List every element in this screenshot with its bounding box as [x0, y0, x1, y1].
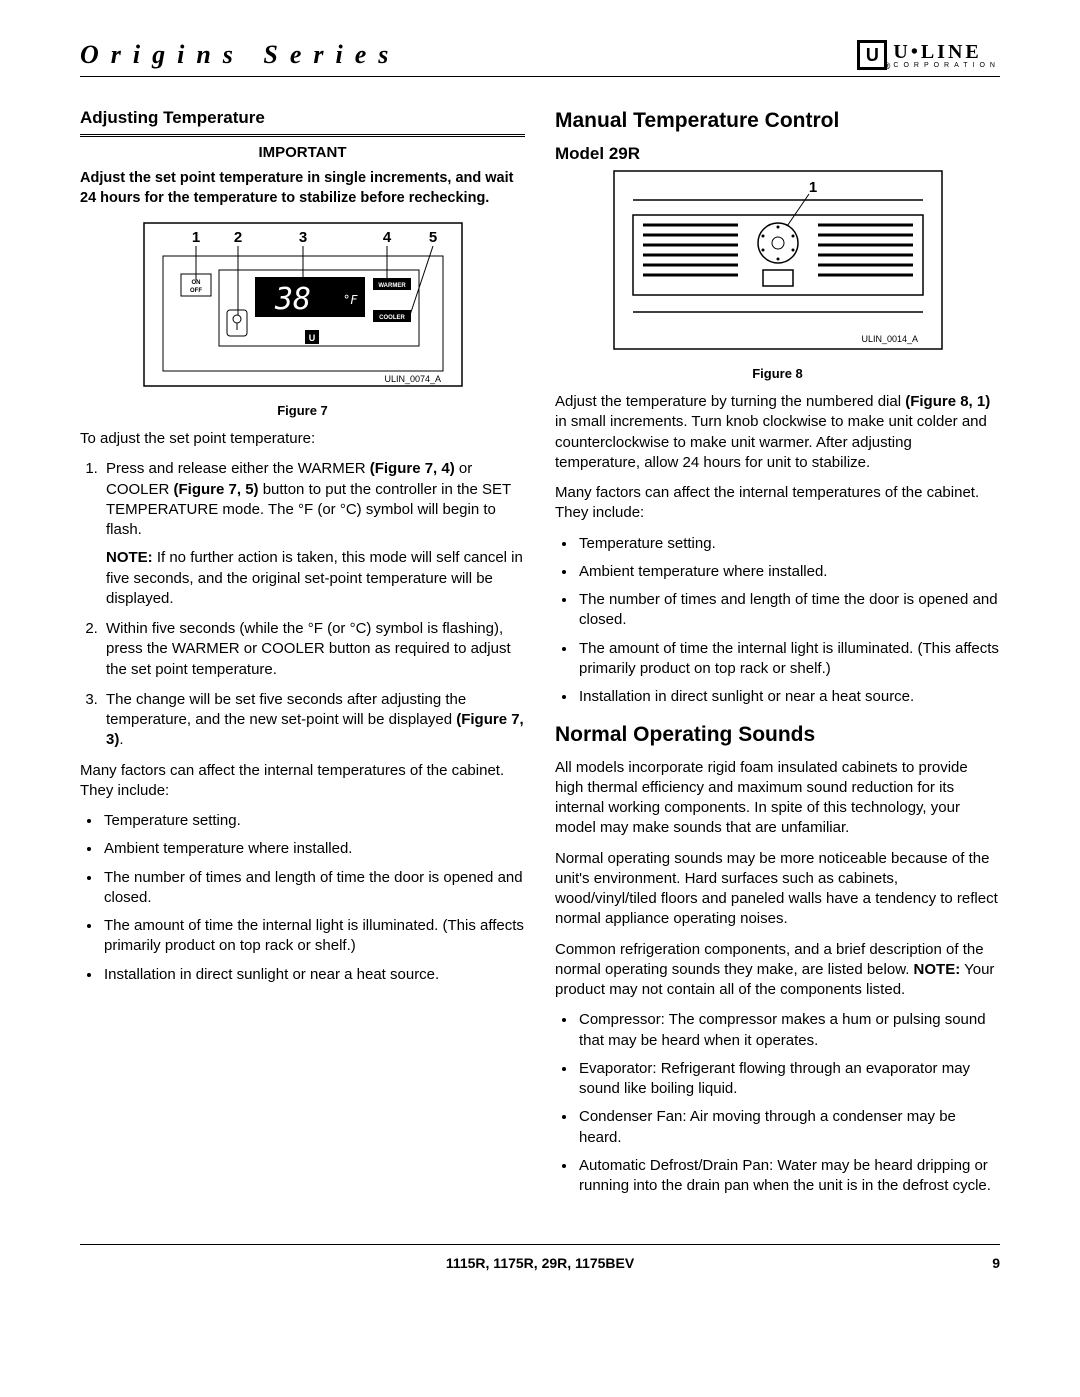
adjust-dial-text: Adjust the temperature by turning the nu…	[555, 392, 1000, 473]
svg-text:ULIN_0074_A: ULIN_0074_A	[384, 374, 441, 384]
sounds-p1: All models incorporate rigid foam insula…	[555, 758, 1000, 839]
svg-text:1: 1	[808, 179, 816, 196]
step-3: The change will be set five seconds afte…	[102, 690, 525, 751]
right-column: Manual Temperature Control Model 29R 1	[555, 107, 1000, 1204]
svg-text:3: 3	[298, 229, 306, 246]
model-heading: Model 29R	[555, 143, 1000, 166]
sounds-p2: Normal operating sounds may be more noti…	[555, 849, 1000, 930]
svg-text:OFF: OFF	[190, 288, 202, 294]
logo-sub-text: CORPORATION	[893, 62, 1000, 69]
page-header: Origins Series U ® U•LINE CORPORATION	[80, 40, 1000, 77]
factor-item: Temperature setting.	[577, 534, 1000, 554]
important-label: IMPORTANT	[80, 143, 525, 163]
factor-item: The number of times and length of time t…	[577, 590, 1000, 631]
factor-item: Installation in direct sunlight or near …	[577, 687, 1000, 707]
sounds-heading: Normal Operating Sounds	[555, 721, 1000, 749]
svg-text:1: 1	[191, 229, 199, 246]
sound-item: Evaporator: Refrigerant flowing through …	[577, 1059, 1000, 1100]
factor-item: Temperature setting.	[102, 811, 525, 831]
figure-7: 1 2 3 4 5 ON OFF	[80, 222, 525, 393]
footer-page-number: 9	[960, 1255, 1000, 1271]
svg-text:2: 2	[233, 229, 241, 246]
svg-text:WARMER: WARMER	[378, 283, 406, 289]
factor-item: The number of times and length of time t…	[102, 868, 525, 909]
footer-models: 1115R, 1175R, 29R, 1175BEV	[120, 1255, 960, 1271]
svg-text:U: U	[308, 333, 315, 343]
figure-8: 1	[555, 170, 1000, 356]
svg-text:5: 5	[428, 229, 436, 246]
svg-text:COOLER: COOLER	[379, 315, 405, 321]
svg-text:ULIN_0014_A: ULIN_0014_A	[861, 334, 918, 344]
sound-item: Automatic Defrost/Drain Pan: Water may b…	[577, 1156, 1000, 1197]
series-title: Origins Series	[80, 40, 400, 70]
important-text: Adjust the set point temperature in sing…	[80, 169, 525, 208]
adjusting-temp-heading: Adjusting Temperature	[80, 107, 525, 130]
factors-intro-left: Many factors can affect the internal tem…	[80, 761, 525, 802]
svg-text:°F: °F	[343, 293, 358, 307]
sound-item: Compressor: The compressor makes a hum o…	[577, 1010, 1000, 1051]
figure-7-caption: Figure 7	[80, 402, 525, 420]
brand-logo: U ® U•LINE CORPORATION	[857, 40, 1000, 70]
factor-item: The amount of time the internal light is…	[577, 639, 1000, 680]
sounds-list: Compressor: The compressor makes a hum o…	[555, 1010, 1000, 1196]
svg-text:ON: ON	[191, 280, 200, 286]
adjust-steps: Press and release either the WARMER (Fig…	[80, 459, 525, 750]
step-1: Press and release either the WARMER (Fig…	[102, 459, 525, 609]
factor-item: The amount of time the internal light is…	[102, 916, 525, 957]
factors-list-right: Temperature setting. Ambient temperature…	[555, 534, 1000, 708]
figure-8-caption: Figure 8	[555, 365, 1000, 383]
logo-brand-text: U•LINE	[893, 42, 1000, 62]
factor-item: Installation in direct sunlight or near …	[102, 965, 525, 985]
left-column: Adjusting Temperature IMPORTANT Adjust t…	[80, 107, 525, 1204]
manual-temp-heading: Manual Temperature Control	[555, 107, 1000, 135]
sounds-p3: Common refrigeration components, and a b…	[555, 940, 1000, 1001]
sound-item: Condenser Fan: Air moving through a cond…	[577, 1107, 1000, 1148]
factors-list-left: Temperature setting. Ambient temperature…	[80, 811, 525, 985]
step-2: Within five seconds (while the °F (or °C…	[102, 619, 525, 680]
factors-intro-right: Many factors can affect the internal tem…	[555, 483, 1000, 524]
svg-text:38: 38	[273, 282, 310, 317]
svg-text:4: 4	[382, 229, 391, 246]
page-footer: 1115R, 1175R, 29R, 1175BEV 9	[80, 1244, 1000, 1271]
factor-item: Ambient temperature where installed.	[577, 562, 1000, 582]
logo-box-icon: U ®	[857, 40, 887, 70]
factor-item: Ambient temperature where installed.	[102, 839, 525, 859]
adjust-intro: To adjust the set point temperature:	[80, 429, 525, 449]
